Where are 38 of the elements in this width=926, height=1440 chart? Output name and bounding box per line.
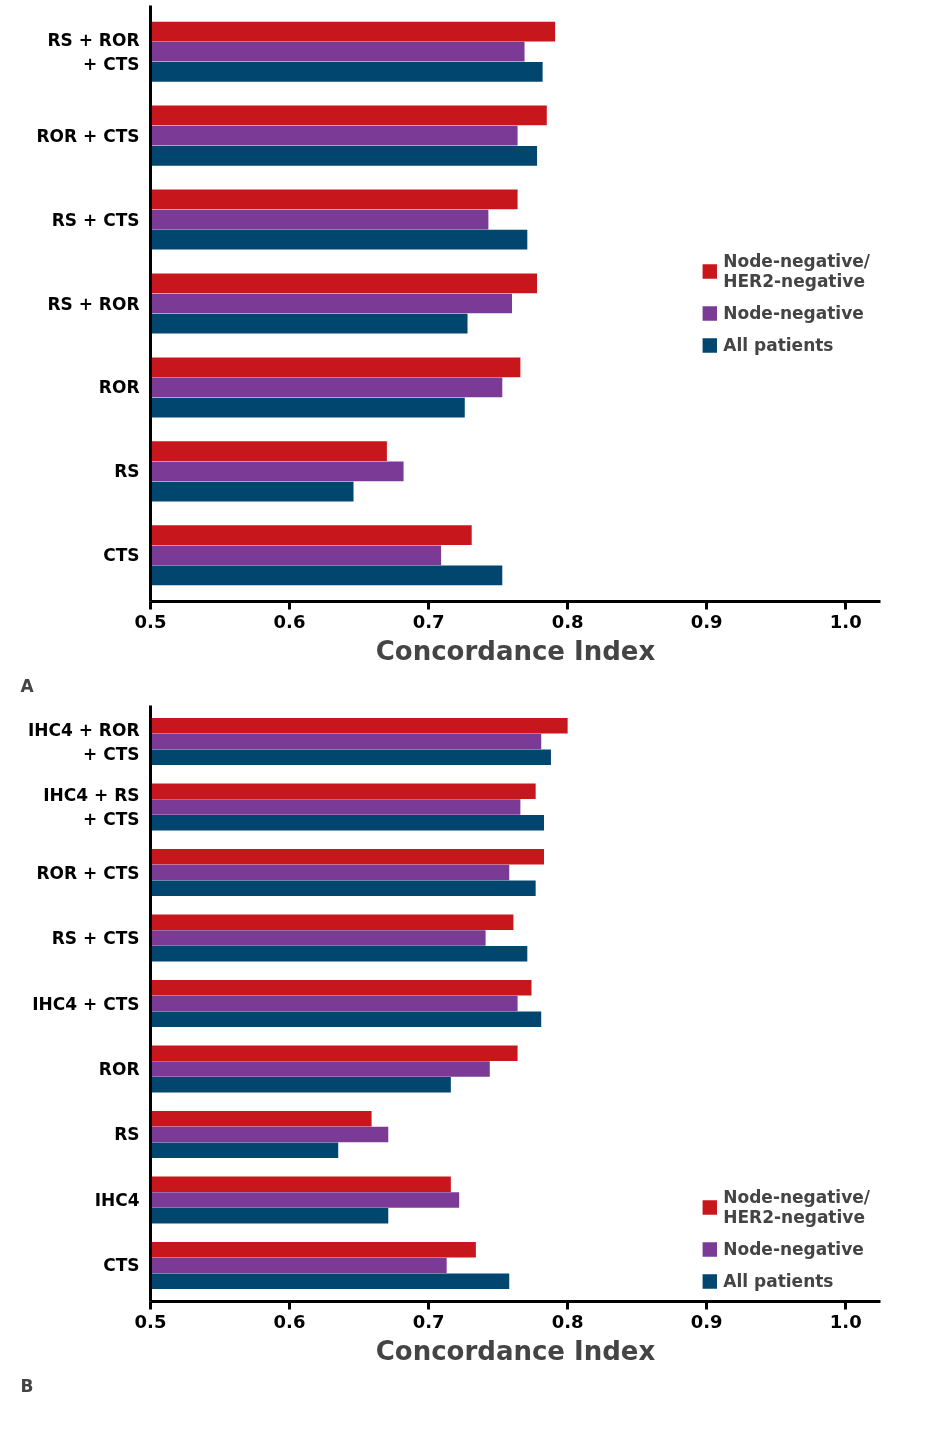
x-tick-label: 1.0	[829, 610, 862, 632]
y-tick-label: ROR + CTS	[36, 125, 140, 146]
y-tick-label: CTS	[103, 1255, 140, 1276]
x-tick-label: 0.9	[690, 610, 723, 632]
x-tick-label: 1.0	[829, 1310, 862, 1332]
x-tick-label: 0.8	[551, 610, 584, 632]
legend-label: All patients	[723, 335, 834, 355]
y-tick-label: IHC4 + ROR + CTS	[27, 719, 140, 764]
text: B	[20, 1375, 34, 1396]
y-tick-label: ROR	[98, 377, 140, 398]
legend-label: Node-negative	[723, 1239, 864, 1259]
y-tick-label: RS + ROR + CTS	[47, 29, 140, 74]
text: A	[20, 675, 35, 696]
y-tick-label: ROR	[98, 1058, 140, 1079]
legend-label: All patients	[723, 1271, 834, 1291]
x-axis-title: Concordance Index	[375, 1335, 656, 1366]
x-axis-title: Concordance Index	[375, 635, 656, 666]
y-tick-label: IHC4 + RS + CTS	[43, 785, 140, 830]
y-tick-label: RS	[114, 461, 140, 482]
legend-label: Node-negative/ HER2-negative	[723, 1187, 870, 1227]
x-tick-label: 0.9	[690, 1310, 723, 1332]
legend-label: Node-negative	[723, 303, 864, 323]
x-tick-label: 0.7	[412, 1310, 445, 1332]
y-tick-label: ROR + CTS	[36, 862, 140, 883]
y-tick-label: IHC4	[94, 1189, 140, 1210]
x-tick-label: 0.5	[134, 1310, 167, 1332]
y-tick-label: RS	[114, 1124, 140, 1145]
y-tick-label: RS + CTS	[51, 928, 140, 949]
x-tick-label: 0.6	[273, 1310, 306, 1332]
y-tick-label: IHC4 + CTS	[32, 993, 140, 1014]
y-tick-label: RS + ROR	[47, 293, 140, 314]
y-tick-label: RS + CTS	[51, 209, 140, 230]
x-tick-label: 0.7	[412, 610, 445, 632]
x-tick-label: 0.8	[551, 1310, 584, 1332]
x-tick-label: 0.5	[134, 610, 167, 632]
legend-label: Node-negative/ HER2-negative	[723, 251, 870, 291]
y-tick-label: CTS	[103, 545, 140, 566]
x-tick-label: 0.6	[273, 610, 306, 632]
